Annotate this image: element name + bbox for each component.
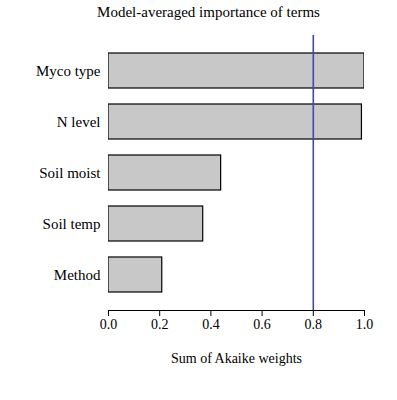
svg-text:Myco type: Myco type xyxy=(36,63,101,79)
svg-text:1.0: 1.0 xyxy=(356,317,374,332)
svg-text:Method: Method xyxy=(54,267,101,283)
svg-text:Soil temp: Soil temp xyxy=(43,216,101,232)
svg-text:0.4: 0.4 xyxy=(202,317,220,332)
html-text:Model-averaged importance of t: Model-averaged importance of terms xyxy=(97,4,320,20)
svg-text:0.6: 0.6 xyxy=(253,317,271,332)
svg-text:N level: N level xyxy=(57,114,101,130)
svg-text:Soil moist: Soil moist xyxy=(39,165,101,181)
svg-text:Sum of Akaike weights: Sum of Akaike weights xyxy=(171,351,302,366)
svg-text:0.8: 0.8 xyxy=(305,317,323,332)
svg-text:0.2: 0.2 xyxy=(151,317,169,332)
svg-text:0.0: 0.0 xyxy=(100,317,118,332)
